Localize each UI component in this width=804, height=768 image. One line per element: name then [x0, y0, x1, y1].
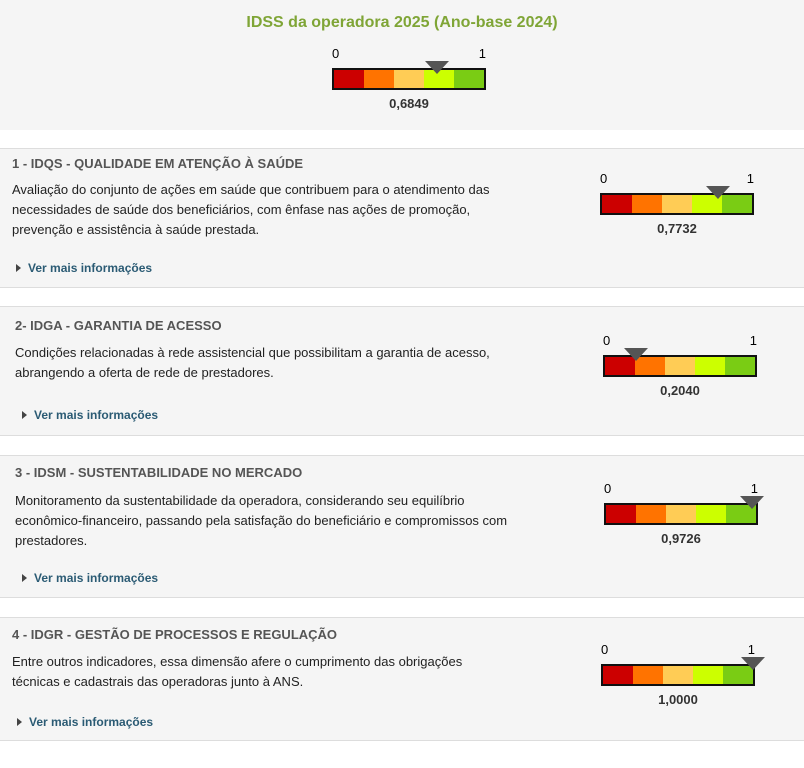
- dimension-card-idqs: 1 - IDQS - QUALIDADE EM ATENÇÃO À SAÚDE …: [0, 148, 804, 288]
- gauge-segment: [424, 70, 454, 88]
- gauge-segment: [633, 666, 663, 684]
- expand-triangle-icon: [16, 264, 21, 272]
- gauge-segment: [722, 195, 752, 213]
- gauge-min-label: 0: [600, 171, 608, 186]
- gauge-segment: [693, 666, 723, 684]
- dimension-card-idsm: 3 - IDSM - SUSTENTABILIDADE NO MERCADO M…: [0, 455, 804, 598]
- gauge-segment: [602, 195, 632, 213]
- gauge-segment: [726, 505, 756, 523]
- expand-triangle-icon: [22, 411, 27, 419]
- gauge-color-scale: [600, 193, 754, 215]
- overall-score-gauge: 0 1 0,6849: [332, 46, 486, 111]
- see-more-link[interactable]: Ver mais informações: [16, 261, 152, 275]
- gauge-min-label: 0: [604, 481, 612, 496]
- gauge-segment: [632, 195, 662, 213]
- gauge-value: 0,6849: [389, 96, 429, 111]
- gauge-pointer-icon: [739, 496, 764, 509]
- overall-score-header: IDSS da operadora 2025 (Ano-base 2024) 0…: [0, 0, 804, 130]
- dimension-title: 4 - IDGR - GESTÃO DE PROCESSOS E REGULAÇ…: [12, 627, 338, 642]
- gauge-pointer-icon: [424, 61, 449, 74]
- gauge-pointer-icon: [623, 348, 648, 361]
- dimension-gauge: 0 1 0,7732: [600, 171, 754, 236]
- gauge-segment: [635, 357, 665, 375]
- expand-triangle-icon: [17, 718, 22, 726]
- gauge-pointer-icon: [705, 186, 730, 199]
- dimension-description: Condições relacionadas à rede assistenci…: [15, 345, 490, 380]
- gauge-segment: [725, 357, 755, 375]
- dimension-title: 2- IDGA - GARANTIA DE ACESSO: [15, 318, 222, 333]
- gauge-max-label: 1: [750, 481, 758, 496]
- gauge-min-label: 0: [603, 333, 611, 348]
- dimension-description: Monitoramento da sustentabilidade da ope…: [15, 493, 508, 548]
- see-more-label: Ver mais informações: [29, 715, 154, 729]
- gauge-min-label: 0: [332, 46, 340, 61]
- gauge-value: 0,7732: [657, 221, 697, 236]
- dimension-card-idga: 2- IDGA - GARANTIA DE ACESSO Condições r…: [0, 306, 804, 436]
- gauge-segment: [636, 505, 666, 523]
- gauge-segment: [696, 505, 726, 523]
- gauge-max-label: 1: [747, 642, 755, 657]
- gauge-value: 0,2040: [660, 383, 700, 398]
- gauge-segment: [723, 666, 753, 684]
- see-more-label: Ver mais informações: [34, 571, 159, 585]
- gauge-value: 1,0000: [658, 692, 698, 707]
- see-more-label: Ver mais informações: [28, 261, 153, 275]
- gauge-color-scale: [601, 664, 755, 686]
- expand-triangle-icon: [22, 574, 27, 582]
- dimension-gauge: 0 1 0,2040: [603, 333, 757, 398]
- gauge-segment: [663, 666, 693, 684]
- gauge-segment: [454, 70, 484, 88]
- dimension-title: 3 - IDSM - SUSTENTABILIDADE NO MERCADO: [15, 465, 303, 480]
- see-more-link[interactable]: Ver mais informações: [17, 715, 153, 729]
- gauge-segment: [606, 505, 636, 523]
- gauge-value: 0,9726: [661, 531, 701, 546]
- gauge-segment: [394, 70, 424, 88]
- gauge-color-scale: [603, 355, 757, 377]
- gauge-segment: [665, 357, 695, 375]
- gauge-min-label: 0: [601, 642, 609, 657]
- dimension-card-idgr: 4 - IDGR - GESTÃO DE PROCESSOS E REGULAÇ…: [0, 617, 804, 741]
- see-more-link[interactable]: Ver mais informações: [22, 408, 158, 422]
- gauge-segment: [364, 70, 394, 88]
- dimension-description: Avaliação do conjunto de ações em saúde …: [12, 182, 490, 237]
- gauge-segment: [603, 666, 633, 684]
- gauge-segment: [695, 357, 725, 375]
- gauge-max-label: 1: [749, 333, 757, 348]
- gauge-segment: [666, 505, 696, 523]
- gauge-max-label: 1: [478, 46, 486, 61]
- gauge-max-label: 1: [746, 171, 754, 186]
- see-more-label: Ver mais informações: [34, 408, 159, 422]
- gauge-color-scale: [332, 68, 486, 90]
- dimension-gauge: 0 1 1,0000: [601, 642, 765, 707]
- gauge-segment: [605, 357, 635, 375]
- see-more-link[interactable]: Ver mais informações: [22, 571, 158, 585]
- gauge-segment: [334, 70, 364, 88]
- dimension-gauge: 0 1 0,9726: [604, 481, 764, 546]
- dimension-description: Entre outros indicadores, essa dimensão …: [12, 654, 463, 689]
- gauge-segment: [692, 195, 722, 213]
- gauge-color-scale: [604, 503, 758, 525]
- gauge-pointer-icon: [741, 657, 765, 670]
- gauge-segment: [662, 195, 692, 213]
- dimension-title: 1 - IDQS - QUALIDADE EM ATENÇÃO À SAÚDE: [12, 156, 304, 171]
- page-title: IDSS da operadora 2025 (Ano-base 2024): [246, 14, 558, 31]
